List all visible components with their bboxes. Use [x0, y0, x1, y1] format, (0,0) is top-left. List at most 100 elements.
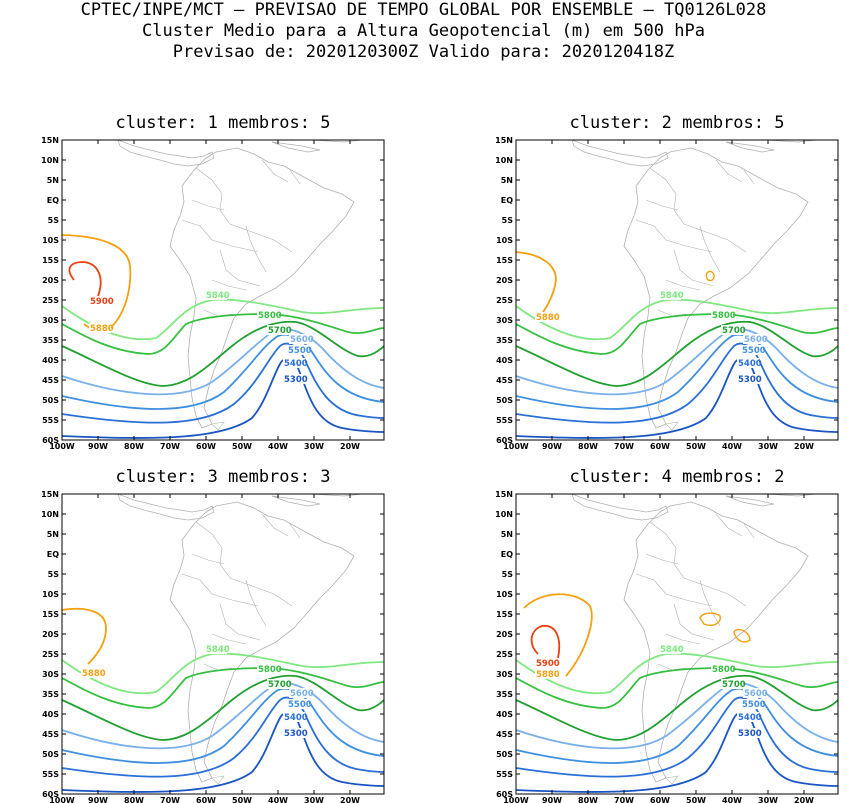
lon-tick-label: 20W [794, 442, 814, 451]
lat-tick-label: 40S [496, 356, 513, 365]
lon-tick-label: 60W [650, 796, 670, 803]
lat-tick-label: 60S [496, 436, 513, 445]
lat-tick-label: 40S [42, 710, 59, 719]
lat-tick-label: 5S [502, 216, 514, 225]
contour-label-5500: 5500 [742, 346, 766, 356]
contour-label-5500: 5500 [288, 700, 312, 710]
contour-label-5800: 5800 [258, 665, 282, 675]
lat-tick-label: EQ [501, 550, 513, 559]
lat-tick-label: 45S [42, 376, 59, 385]
lon-tick-label: 90W [542, 442, 562, 451]
contour-label-5900: 5900 [90, 297, 114, 307]
lat-tick-label: 40S [496, 710, 513, 719]
contour-label-5900: 5900 [536, 659, 560, 669]
lat-tick-label: 5N [47, 176, 59, 185]
contour-label-5500: 5500 [288, 346, 312, 356]
lat-tick-label: 55S [42, 770, 59, 779]
lat-tick-label: 45S [42, 730, 59, 739]
lat-tick-label: 50S [42, 396, 59, 405]
lat-tick-label: 15N [495, 136, 513, 145]
lat-tick-label: 50S [42, 750, 59, 759]
lat-tick-label: 15N [495, 490, 513, 499]
contour-label-5700: 5700 [722, 326, 746, 336]
lat-tick-label: 15S [496, 256, 513, 265]
header-line-1: CPTEC/INPE/MCT — PREVISAO DE TEMPO GLOBA… [80, 0, 767, 20]
lon-tick-label: 80W [124, 442, 144, 451]
contour-label-5880: 5880 [536, 313, 560, 323]
lon-tick-label: 100W [503, 796, 529, 803]
header-line-3: Previsao de: 2020120300Z Valido para: 20… [172, 42, 675, 62]
panel-title-1: cluster: 1 membros: 5 [115, 113, 331, 133]
contour-label-5840: 5840 [660, 645, 684, 655]
lat-tick-label: 25S [42, 650, 59, 659]
lon-tick-label: 30W [304, 796, 324, 803]
lat-tick-label: 10S [496, 236, 513, 245]
lon-tick-label: 60W [650, 442, 670, 451]
contour-label-5300: 5300 [284, 375, 308, 385]
panel-title-4: cluster: 4 membros: 2 [569, 467, 785, 487]
lon-tick-label: 100W [503, 442, 529, 451]
contour-label-5800: 5800 [258, 311, 282, 321]
lon-tick-label: 60W [196, 796, 216, 803]
lon-tick-label: 20W [340, 442, 360, 451]
lat-tick-label: 20S [42, 630, 59, 639]
contour-label-5840: 5840 [206, 291, 230, 301]
lon-tick-label: 20W [794, 796, 814, 803]
lat-tick-label: EQ [47, 196, 59, 205]
lat-tick-label: 55S [496, 416, 513, 425]
lat-tick-label: 10S [496, 590, 513, 599]
contour-label-5500: 5500 [742, 700, 766, 710]
lon-tick-label: 20W [340, 796, 360, 803]
lat-tick-label: 45S [496, 730, 513, 739]
lon-tick-label: 50W [232, 442, 252, 451]
lon-tick-label: 70W [614, 442, 634, 451]
lon-tick-label: 70W [614, 796, 634, 803]
lon-tick-label: 40W [268, 442, 288, 451]
contour-label-5300: 5300 [738, 375, 762, 385]
lat-tick-label: EQ [501, 196, 513, 205]
lat-tick-label: 5S [48, 570, 60, 579]
lat-tick-label: 20S [496, 630, 513, 639]
lat-tick-label: 10N [495, 510, 513, 519]
lon-tick-label: 80W [578, 796, 598, 803]
lat-tick-label: 15S [42, 256, 59, 265]
contour-label-5800: 5800 [712, 311, 736, 321]
contour-label-5300: 5300 [284, 729, 308, 739]
lat-tick-label: 20S [42, 276, 59, 285]
contour-label-5880: 5880 [536, 670, 560, 680]
lat-tick-label: 15N [41, 136, 59, 145]
lat-tick-label: 25S [496, 296, 513, 305]
lat-tick-label: 10N [41, 510, 59, 519]
lon-tick-label: 90W [542, 796, 562, 803]
contour-label-5400: 5400 [738, 359, 762, 369]
lat-tick-label: 10S [42, 590, 59, 599]
contour-label-5600: 5600 [744, 335, 768, 345]
lat-tick-label: 50S [496, 396, 513, 405]
lon-tick-label: 30W [758, 796, 778, 803]
lon-tick-label: 40W [722, 442, 742, 451]
lat-tick-label: 45S [496, 376, 513, 385]
lat-tick-label: 30S [496, 316, 513, 325]
contour-label-5880: 5880 [82, 669, 106, 679]
lon-tick-label: 60W [196, 442, 216, 451]
lat-tick-label: 30S [496, 670, 513, 679]
lon-tick-label: 90W [88, 442, 108, 451]
contour-label-5600: 5600 [290, 335, 314, 345]
contour-label-5400: 5400 [284, 713, 308, 723]
lat-tick-label: 15S [42, 610, 59, 619]
contour-label-5600: 5600 [290, 689, 314, 699]
lat-tick-label: 35S [496, 690, 513, 699]
lat-tick-label: 25S [496, 650, 513, 659]
contour-label-5840: 5840 [660, 291, 684, 301]
contour-label-5700: 5700 [268, 680, 292, 690]
lat-tick-label: 15S [496, 610, 513, 619]
lat-tick-label: 25S [42, 296, 59, 305]
lat-tick-label: 35S [42, 690, 59, 699]
lat-tick-label: 35S [42, 336, 59, 345]
contour-label-5880: 5880 [90, 324, 114, 334]
header-line-2: Cluster Medio para a Altura Geopotencial… [142, 21, 705, 41]
lon-tick-label: 70W [160, 442, 180, 451]
